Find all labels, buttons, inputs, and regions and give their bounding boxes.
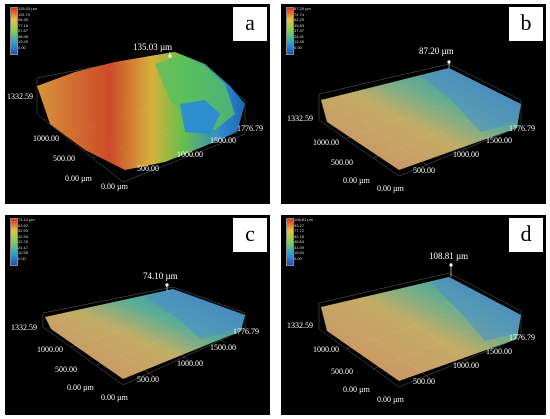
colorbar-labels-a: 135.03 µm 115.74 96.45 77.16 57.87 38.58 19.29… — [18, 6, 37, 50]
peak-value-b: 87.20 µm — [419, 46, 454, 56]
peak-value-a: 135.03 µm — [133, 42, 173, 52]
panel-label-d: d — [509, 218, 543, 252]
panel-label-c: c — [233, 218, 267, 252]
x-max-d: 1776.79 — [509, 333, 535, 342]
y-1000-b: 1000.00 — [313, 138, 339, 147]
y-max-d: 1332.59 — [287, 321, 313, 330]
y-zero-d: 0.00 µm — [343, 385, 370, 394]
x-1500-d: 1500.00 — [486, 347, 512, 356]
surface-b-graphic — [318, 60, 522, 177]
surface-plot-a: 135.03 µm 115.74 96.45 77.16 57.87 38.58 19.29… — [5, 4, 270, 204]
colorbar-labels-c: 74.10 µm 63.52 52.93 42.34 31.76 21.17 10.58 0.… — [18, 217, 35, 261]
y-500-b: 500.00 — [331, 158, 353, 167]
y-500-d: 500.00 — [331, 367, 353, 376]
x-1500-c: 1500.00 — [210, 343, 236, 352]
x-max-c: 1776.79 — [233, 327, 259, 336]
colorbar-a — [10, 7, 18, 55]
surface-plot-b: 87.20 µm 74.74 62.29 49.83 37.37 24.91 12.45 0.… — [281, 4, 546, 204]
y-max-b: 1332.59 — [287, 114, 313, 123]
x-1500-a: 1500.00 — [210, 136, 236, 145]
y-500-c: 500.00 — [55, 365, 77, 374]
y-zero-a: 0.00 µm — [65, 174, 92, 183]
x-zero-d: 0.00 µm — [377, 395, 404, 404]
surface-c-graphic — [42, 283, 246, 386]
x-1000-c: 1000.00 — [177, 359, 203, 368]
x-max-a: 1776.79 — [237, 124, 263, 133]
x-1000-a: 1000.00 — [177, 150, 203, 159]
x-zero-b: 0.00 µm — [377, 184, 404, 193]
colorbar-labels-d: 108.81 µm 93.27 77.72 62.18 46.63 31.09 15.54 0… — [294, 217, 313, 261]
colorbar-c — [10, 218, 18, 266]
x-zero-c: 0.00 µm — [101, 393, 128, 402]
y-zero-c: 0.00 µm — [67, 383, 94, 392]
x-500-a: 500.00 — [137, 164, 159, 173]
x-1500-b: 1500.00 — [486, 136, 512, 145]
x-1000-d: 1000.00 — [453, 361, 479, 370]
y-1000-a: 1000.00 — [33, 134, 59, 143]
y-500-a: 500.00 — [53, 154, 75, 163]
colorbar-d — [286, 218, 294, 266]
x-500-c: 500.00 — [137, 375, 159, 384]
x-500-b: 500.00 — [413, 166, 435, 175]
x-500-d: 500.00 — [413, 377, 435, 386]
colorbar-labels-b: 87.20 µm 74.74 62.29 49.83 37.37 24.91 12.45 0.… — [294, 6, 311, 50]
y-max-a: 1332.59 — [7, 92, 33, 101]
panel-label-a: a — [233, 7, 267, 41]
panel-label-b: b — [509, 7, 543, 41]
y-zero-b: 0.00 µm — [343, 176, 370, 185]
x-max-b: 1776.79 — [509, 124, 535, 133]
peak-value-c: 74.10 µm — [143, 271, 178, 281]
surface-plot-d: 108.81 µm 93.27 77.72 62.18 46.63 31.09 15.54 0… — [281, 215, 546, 415]
y-1000-d: 1000.00 — [313, 345, 339, 354]
peak-value-d: 108.81 µm — [429, 251, 469, 261]
surface-plot-c: 74.10 µm 63.52 52.93 42.34 31.76 21.17 10.58 0.… — [5, 215, 270, 415]
x-zero-a: 0.00 µm — [101, 182, 128, 191]
y-max-c: 1332.59 — [11, 323, 37, 332]
surface-a-graphic — [36, 51, 246, 183]
y-1000-c: 1000.00 — [37, 345, 63, 354]
surface-d-graphic — [318, 263, 522, 388]
x-1000-b: 1000.00 — [453, 150, 479, 159]
colorbar-b — [286, 7, 294, 55]
